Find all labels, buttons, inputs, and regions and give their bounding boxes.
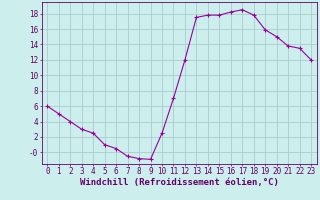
X-axis label: Windchill (Refroidissement éolien,°C): Windchill (Refroidissement éolien,°C) — [80, 178, 279, 187]
